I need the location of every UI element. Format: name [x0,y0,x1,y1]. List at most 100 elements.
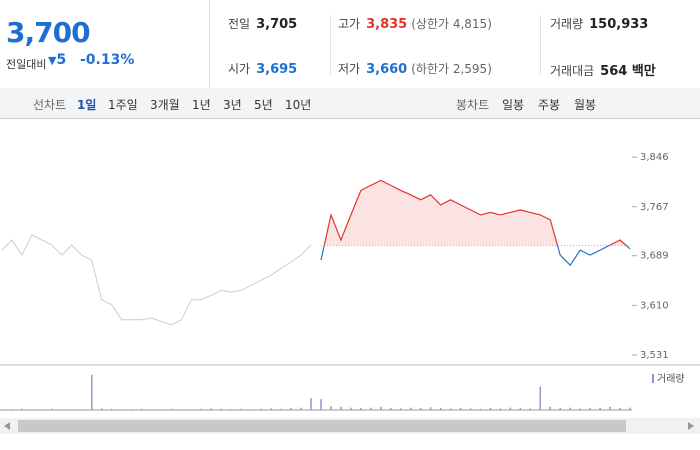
volume-bar [200,408,203,410]
volume-bar [559,408,561,410]
volume-bar [170,408,173,410]
volume-bar [120,409,123,410]
separator [330,15,331,75]
tab[interactable]: 3년 [223,98,242,112]
prev-line [1,234,312,326]
volume-bar [110,408,113,410]
volume-bar [130,409,133,410]
volume-bar [31,409,33,410]
volume-bar [629,407,631,410]
today-line-up [323,179,628,246]
info-cell: 저가 3,660 (하한가 2,595) [338,60,492,77]
volume-bar [449,408,452,410]
tab[interactable]: 일봉 [502,98,525,112]
volume-bar [409,407,412,410]
volume-bar [180,409,183,410]
info-label: 거래량 [550,17,584,31]
scroll-left[interactable] [4,422,10,430]
volume-bar [150,409,153,410]
volume-bar [519,408,522,410]
volume-bar [439,408,442,410]
volume-bar [609,406,611,410]
volume-bar [469,408,472,410]
volume-bar [51,408,53,410]
info-value: 3,660 [366,62,408,77]
header: 3,700 전일대비 ▼5 -0.13% 전일 3,705 고가 3,835 (상한가 … [0,0,700,89]
price-box: 3,700 전일대비 ▼5 -0.13% [0,0,210,88]
volume-bar [11,409,13,410]
tab[interactable]: 1일 [77,98,97,112]
tab-label: 선차트 [33,98,67,112]
info-cell: 고가 3,835 (상한가 4,815) [338,15,492,32]
info-note: (하한가 2,595) [411,62,492,76]
volume-bar [350,407,352,410]
info-label: 저가 [338,62,361,76]
tab[interactable]: 1주일 [108,98,138,112]
chart: 3,531 3,610 3,689 3,767 3,846 거래량 [0,126,700,434]
volume-bar [240,408,242,410]
info-label: 고가 [338,17,361,31]
volume-bar [370,407,372,410]
volume-bar [210,408,213,410]
volume-bar [390,408,392,410]
volume-bar [190,409,193,410]
info-value: 3,835 [366,17,408,32]
volume-bar [499,408,502,410]
volume-bar [479,408,482,410]
tab[interactable]: 10년 [285,98,312,112]
legend-label: 거래량 [657,373,685,385]
y-tick-label: 3,689 [640,251,669,262]
info-label: 시가 [228,62,251,76]
price: 3,700 [6,16,91,49]
volume-bar [41,409,43,410]
volume-bar [290,408,292,410]
volume-bar [260,408,262,410]
volume-bar [399,408,402,410]
tab[interactable]: 1년 [192,98,211,112]
scrollbar-thumb[interactable] [18,420,626,432]
change: ▼5 [48,52,67,68]
volume-bar [539,386,542,410]
volume-bar [250,409,252,410]
change-value: 5 [56,52,67,68]
y-tick-label: 3,846 [640,152,669,163]
volume-bar [419,408,422,410]
tab[interactable]: 3개월 [150,98,180,112]
separator [540,15,541,75]
volume-bar [320,399,322,410]
info-cell: 거래량 150,933 [550,15,648,32]
volume-bar [160,409,163,410]
volume-bar [280,408,282,410]
info-label: 거래대금 [550,64,595,78]
info-value: 564 백만 [600,64,656,79]
info-cell: 시가 3,695 [228,60,297,77]
volume-bar [100,408,103,410]
scroll-right[interactable] [688,422,694,430]
volume-bar [599,407,601,410]
info-note: (상한가 4,815) [411,17,492,31]
info-cell: 전일 3,705 [228,15,297,32]
y-tick-label: 3,531 [640,350,669,361]
volume-bar [21,408,23,410]
tab[interactable]: 5년 [254,98,273,112]
volume-bar [360,408,362,410]
volume-bar [380,406,382,410]
info-label: 전일 [228,17,251,31]
y-tick-label: 3,767 [640,202,669,213]
volume-bar [80,409,83,410]
volume-bar [529,408,532,410]
volume-bar [330,406,332,410]
volume-bar [300,407,302,410]
volume-bar [589,408,591,410]
tab[interactable]: 월봉 [574,98,597,112]
tab[interactable]: 주봉 [538,98,561,112]
volume-bar [619,408,621,410]
today-line-down [320,245,631,267]
change-rate: -0.13% [80,52,135,68]
volume-bar [579,408,581,410]
volume-bar [509,407,512,410]
change-label: 전일대비 [6,58,47,71]
volume-bar [61,409,63,410]
info-value: 150,933 [589,17,649,32]
